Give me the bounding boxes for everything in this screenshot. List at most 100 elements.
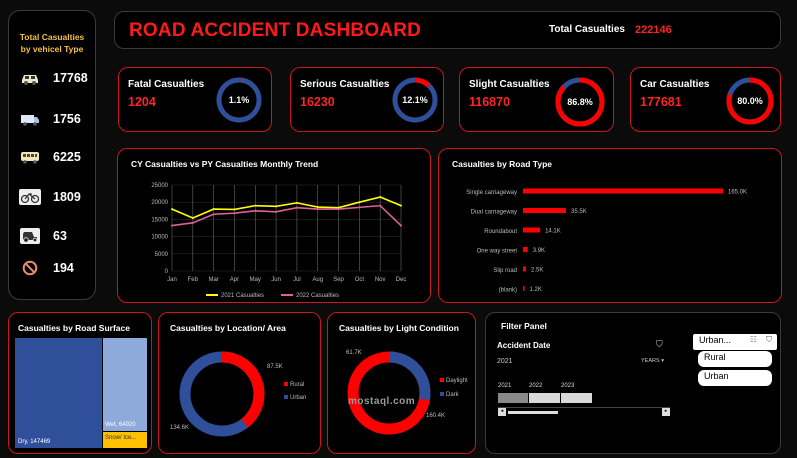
series-line-2021 <box>171 196 402 219</box>
series-point[interactable] <box>275 210 278 213</box>
kpi-donut-arc <box>392 77 438 123</box>
x-tick-label: Feb <box>188 277 199 283</box>
series-point[interactable] <box>212 208 215 211</box>
donut-slice-rural[interactable] <box>179 351 265 437</box>
series-point[interactable] <box>254 204 257 207</box>
timeline-bar[interactable] <box>561 393 592 403</box>
legend-swatch-rural <box>284 382 288 386</box>
series-point[interactable] <box>358 206 361 209</box>
scroll-left-icon[interactable]: ◂ <box>498 408 506 416</box>
series-point[interactable] <box>400 204 402 207</box>
kpi-donut-arc <box>726 77 774 125</box>
kpi-percent: 1.1% <box>229 95 250 105</box>
bar[interactable] <box>523 188 723 194</box>
clear-filter-icon[interactable]: ⛉ <box>766 335 772 344</box>
series-point[interactable] <box>171 224 173 227</box>
legend-label-dark: Dark <box>446 392 460 398</box>
kpi-value: 116870 <box>469 95 511 109</box>
rural-value-label: 87.5K <box>267 364 283 370</box>
vehicle-count: 17768 <box>53 71 88 85</box>
category-label: Roundabout <box>484 229 517 235</box>
vehicle-row-car[interactable]: 17768 <box>19 67 95 89</box>
kpi-value: 1204 <box>128 95 156 109</box>
legend-label-2021: 2021 Casualties <box>221 293 264 299</box>
series-point[interactable] <box>275 205 278 208</box>
series-point[interactable] <box>400 224 402 227</box>
series-point[interactable] <box>358 201 361 204</box>
bar[interactable] <box>523 247 528 252</box>
scrollbar-thumb[interactable] <box>508 411 558 414</box>
kpi-card-car[interactable]: Car Casualties 177681 80.0% <box>630 67 781 132</box>
treemap-tile-wet[interactable]: Wet, 64920 <box>103 338 147 431</box>
kpi-percent: 12.1% <box>402 95 428 105</box>
series-point[interactable] <box>212 213 215 216</box>
timeline-bar[interactable] <box>529 393 560 403</box>
series-point[interactable] <box>379 204 382 207</box>
vehicle-count: 1756 <box>53 112 81 126</box>
series-point[interactable] <box>295 206 298 209</box>
donut-slice-dark[interactable] <box>347 351 431 435</box>
treemap-tile-dry[interactable]: Dry, 147469 <box>15 338 102 448</box>
series-point[interactable] <box>254 209 257 212</box>
data-label: 35.5K <box>571 209 587 215</box>
bar[interactable] <box>523 286 525 291</box>
treemap-label-wet: Wet, 64920 <box>105 422 136 428</box>
timeline-year-2023[interactable]: 2023 <box>561 383 575 389</box>
y-tick-label: 5000 <box>155 252 169 258</box>
vehicle-row-other[interactable]: 194 <box>19 257 95 279</box>
area-slicer-header[interactable]: Urban... ☷ ⛉ <box>693 334 777 350</box>
series-point[interactable] <box>316 206 319 209</box>
series-point[interactable] <box>233 212 236 215</box>
legend-swatch-urban <box>284 395 288 399</box>
road-surface-panel: Casualties by Road Surface Dry, 147469 W… <box>8 312 152 454</box>
series-point[interactable] <box>191 221 194 224</box>
series-point[interactable] <box>191 217 194 220</box>
timeline-scrollbar[interactable]: ◂ ▸ <box>498 407 670 416</box>
series-point[interactable] <box>171 208 173 211</box>
kpi-label: Serious Casualties <box>300 79 390 90</box>
series-point[interactable] <box>337 206 340 209</box>
kpi-card-serious[interactable]: Serious Casualties 16230 12.1% <box>290 67 444 132</box>
category-label: Dual carriageway <box>471 210 517 216</box>
scroll-right-icon[interactable]: ▸ <box>662 408 670 416</box>
data-label: 2.5K <box>531 268 543 274</box>
x-tick-label: May <box>250 277 261 283</box>
legend-swatch-dark <box>440 392 444 396</box>
van-icon <box>19 110 41 128</box>
kpi-label: Car Casualties <box>640 79 710 90</box>
kpi-label: Slight Casualties <box>469 79 550 90</box>
years-dropdown[interactable]: YEARS ▾ <box>641 358 664 364</box>
series-point[interactable] <box>233 208 236 211</box>
series-point[interactable] <box>337 208 340 211</box>
kpi-card-slight[interactable]: Slight Casualties 116870 86.8% <box>459 67 614 132</box>
timeline-year-2022[interactable]: 2022 <box>529 383 543 389</box>
series-point[interactable] <box>295 201 298 204</box>
timeline-bar-selected[interactable] <box>498 393 528 403</box>
treemap-tile-snow[interactable]: Snow/ Ice... <box>103 432 147 448</box>
vehicle-count: 194 <box>53 261 74 275</box>
slicer-item-rural[interactable]: Rural <box>698 351 772 367</box>
vehicle-row-bicycle[interactable]: 1809 <box>19 186 95 208</box>
multi-select-icon[interactable]: ☷ <box>749 335 757 344</box>
series-point[interactable] <box>316 208 319 211</box>
bar[interactable] <box>523 227 541 233</box>
vehicle-row-tractor[interactable]: 63 <box>19 225 95 247</box>
x-tick-label: Mar <box>208 277 218 283</box>
y-tick-label: 20000 <box>151 200 168 206</box>
slicer-item-urban[interactable]: Urban <box>698 370 772 386</box>
kpi-value: 177681 <box>640 95 682 109</box>
x-tick-label: Sep <box>333 277 344 283</box>
light-condition-title: Casualties by Light Condition <box>339 323 459 333</box>
dashboard-title: ROAD ACCIDENT DASHBOARD <box>129 20 422 41</box>
timeline-year-2021[interactable]: 2021 <box>498 383 512 389</box>
series-point[interactable] <box>379 196 382 199</box>
bar[interactable] <box>523 266 527 272</box>
clear-filter-icon[interactable]: ⛉ <box>656 339 663 349</box>
bus-icon <box>19 148 41 166</box>
urban-value-label: 134.6K <box>170 425 189 431</box>
vehicle-row-van[interactable]: 1756 <box>19 108 95 130</box>
vehicle-row-bus[interactable]: 6225 <box>19 146 95 168</box>
treemap-label-dry: Dry, 147469 <box>18 439 51 445</box>
kpi-card-fatal[interactable]: Fatal Casualties 1204 1.1% <box>118 67 272 132</box>
bar[interactable] <box>523 208 567 213</box>
